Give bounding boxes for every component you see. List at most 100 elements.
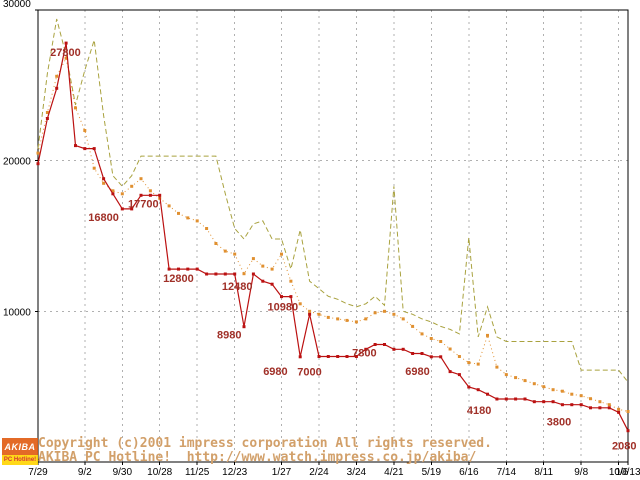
x-axis-label: 9/8: [574, 467, 588, 478]
marker-average-price: [55, 74, 59, 78]
marker-lowest-price: [607, 406, 611, 410]
marker-average-price: [392, 312, 396, 316]
marker-average-price: [448, 347, 452, 351]
marker-average-price: [177, 211, 180, 215]
marker-average-price: [36, 151, 40, 155]
marker-lowest-price: [373, 343, 377, 346]
marker-average-price: [617, 407, 621, 411]
akiba-pc-hotline-logo: AKIBA PC Hotline!: [2, 438, 38, 465]
marker-average-price: [401, 317, 405, 321]
marker-lowest-price: [523, 397, 527, 401]
marker-lowest-price: [83, 147, 87, 151]
marker-average-price: [504, 373, 508, 377]
marker-average-price: [373, 311, 377, 315]
marker-lowest-price: [177, 267, 180, 271]
x-axis-label: 9/2: [78, 467, 92, 478]
marker-average-price: [326, 315, 330, 319]
price-annotation: 10980: [268, 302, 299, 314]
marker-lowest-price: [45, 117, 49, 120]
y-axis-label: 10000: [3, 307, 31, 318]
marker-average-price: [411, 324, 415, 328]
akiba-logo-text: AKIBA: [2, 438, 38, 455]
price-annotation: 17700: [128, 198, 159, 210]
x-axis-label: 6/16: [459, 467, 479, 478]
marker-lowest-price: [55, 86, 59, 90]
price-annotation: 8980: [217, 330, 241, 342]
plot-border: [37, 9, 629, 463]
marker-lowest-price: [589, 406, 592, 410]
marker-lowest-price: [392, 347, 396, 351]
marker-lowest-price: [617, 410, 621, 414]
price-annotation: 7800: [352, 348, 376, 360]
marker-average-price: [420, 332, 424, 336]
marker-lowest-price: [298, 355, 302, 359]
price-annotation: 16800: [88, 212, 119, 224]
marker-average-price: [251, 257, 255, 261]
x-axis-label: 2/24: [309, 467, 329, 478]
marker-average-price: [383, 309, 386, 313]
price-annotation: 6980: [263, 366, 287, 378]
marker-lowest-price: [626, 429, 630, 433]
marker-lowest-price: [148, 193, 152, 197]
marker-lowest-price: [504, 397, 508, 401]
marker-average-price: [486, 333, 489, 337]
marker-average-price: [205, 227, 209, 230]
marker-lowest-price: [261, 279, 265, 283]
marker-lowest-price: [270, 282, 274, 286]
marker-average-price: [457, 355, 461, 358]
marker-lowest-price: [383, 343, 386, 346]
marker-average-price: [345, 318, 349, 322]
marker-average-price: [64, 56, 68, 60]
marker-lowest-price: [486, 392, 489, 396]
marker-average-price: [364, 317, 368, 321]
x-axis-label: 12/23: [222, 467, 247, 478]
marker-lowest-price: [111, 192, 115, 196]
marker-average-price: [560, 389, 564, 393]
x-axis-label: 7/29: [28, 467, 48, 478]
marker-lowest-price: [448, 370, 452, 374]
marker-average-price: [102, 181, 106, 185]
x-axis-label: 3/24: [347, 467, 367, 478]
x-axis-label: 1/27: [272, 467, 292, 478]
marker-lowest-price: [167, 267, 171, 271]
x-axis-label: 10/28: [147, 467, 172, 478]
price-annotation: 12480: [222, 281, 253, 293]
y-axis-label: 20000: [3, 157, 31, 168]
marker-average-price: [532, 382, 536, 386]
marker-average-price: [308, 309, 312, 313]
marker-lowest-price: [345, 355, 349, 358]
x-axis-label: 11/25: [185, 467, 210, 478]
marker-average-price: [130, 184, 134, 188]
marker-average-price: [167, 204, 171, 208]
marker-average-price: [111, 189, 115, 193]
series-lowest-price: [37, 42, 629, 431]
price-annotation: 7000: [297, 367, 321, 379]
y-axis-label: 30000: [3, 0, 31, 10]
marker-lowest-price: [74, 144, 77, 148]
marker-lowest-price: [532, 400, 536, 404]
marker-average-price: [570, 392, 574, 396]
marker-lowest-price: [205, 272, 209, 276]
marker-average-price: [261, 264, 265, 268]
marker-average-price: [289, 279, 293, 283]
marker-average-price: [542, 385, 546, 389]
marker-lowest-price: [289, 295, 293, 299]
marker-lowest-price: [579, 403, 583, 407]
marker-lowest-price: [326, 355, 330, 358]
marker-lowest-price: [420, 352, 424, 355]
marker-lowest-price: [92, 147, 96, 151]
marker-average-price: [523, 379, 527, 383]
marker-average-price: [607, 403, 611, 407]
price-annotation: 3800: [547, 417, 571, 429]
copyright-watermark-line2: AKIBA PC Hotline! http://www.watch.impre…: [38, 450, 477, 465]
marker-average-price: [233, 252, 237, 256]
marker-lowest-price: [36, 162, 40, 166]
x-axis-label: 4/21: [384, 467, 404, 478]
marker-average-price: [186, 216, 190, 220]
marker-average-price: [83, 129, 87, 132]
marker-lowest-price: [242, 325, 246, 329]
marker-lowest-price: [439, 355, 443, 359]
marker-lowest-price: [570, 403, 574, 407]
marker-lowest-price: [139, 193, 143, 197]
